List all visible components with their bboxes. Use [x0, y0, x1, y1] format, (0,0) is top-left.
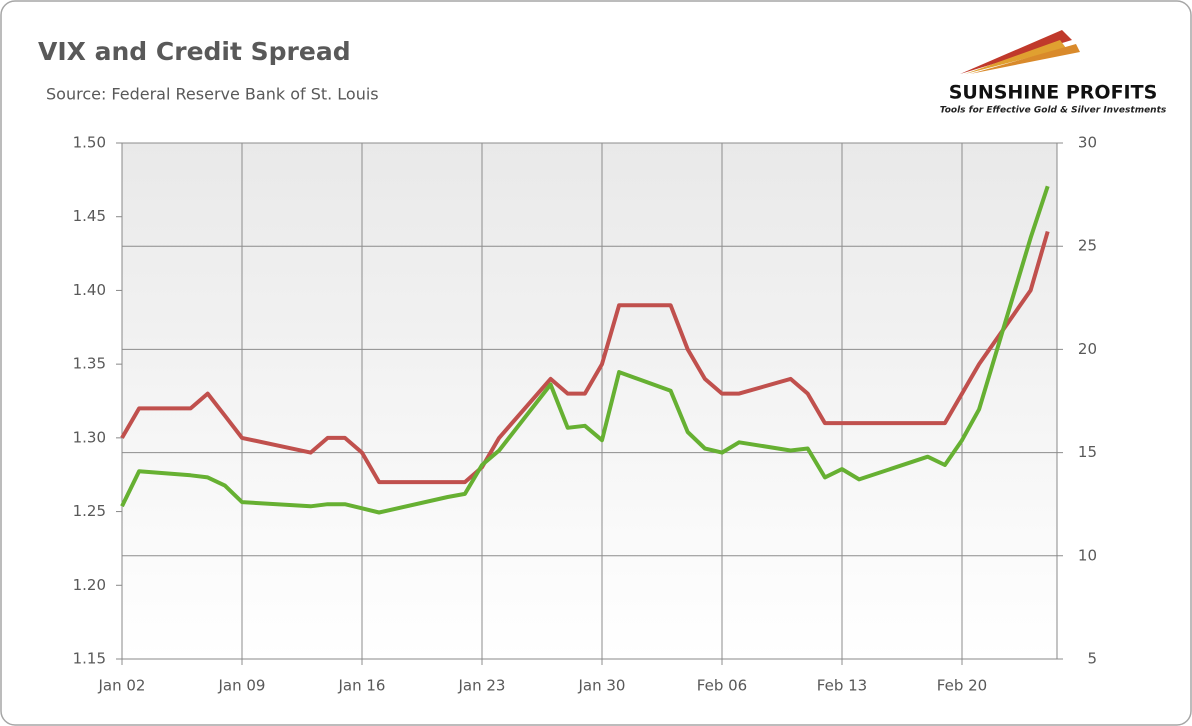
y2-tick-label: 20 [1078, 340, 1097, 358]
logo-title: SUNSHINE PROFITS [949, 82, 1158, 104]
x-tick-label: Jan 09 [218, 677, 266, 695]
x-tick-label: Jan 23 [458, 677, 506, 695]
y-tick-label: 1.40 [73, 281, 106, 299]
y2-tick-label: 25 [1078, 237, 1097, 255]
logo-ray [965, 40, 1066, 74]
y2-tick-label: 30 [1078, 134, 1097, 152]
logo: SUNSHINE PROFITS Tools for Effective Gol… [940, 30, 1167, 116]
y-tick-label: 1.20 [73, 576, 106, 594]
y-tick-label: 1.50 [73, 134, 106, 152]
chart-subtitle: Source: Federal Reserve Bank of St. Loui… [46, 85, 379, 104]
data-line [120, 230, 1050, 485]
x-tick-label: Jan 02 [98, 677, 146, 695]
logo-tagline: Tools for Effective Gold & Silver Invest… [940, 106, 1167, 116]
x-tick-label: Feb 20 [937, 677, 987, 695]
chart-title: VIX and Credit Spread [38, 37, 351, 66]
y2-tick-label: 5 [1087, 650, 1097, 668]
y-tick-label: 1.45 [73, 207, 106, 225]
y2-tick-label: 10 [1078, 546, 1097, 564]
x-tick-label: Feb 06 [697, 677, 747, 695]
plot-area [122, 143, 1057, 659]
y2-tick-label: 15 [1078, 443, 1097, 461]
data-line [120, 185, 1050, 515]
x-tick-label: Jan 16 [338, 677, 386, 695]
logo-ray [970, 44, 1080, 74]
logo-ray [960, 30, 1072, 74]
y-tick-label: 1.35 [73, 355, 106, 373]
y-tick-label: 1.25 [73, 502, 106, 520]
x-tick-label: Jan 30 [578, 677, 626, 695]
y-tick-label: 1.30 [73, 428, 106, 446]
y-tick-label: 1.15 [73, 650, 106, 668]
x-tick-label: Feb 13 [817, 677, 867, 695]
